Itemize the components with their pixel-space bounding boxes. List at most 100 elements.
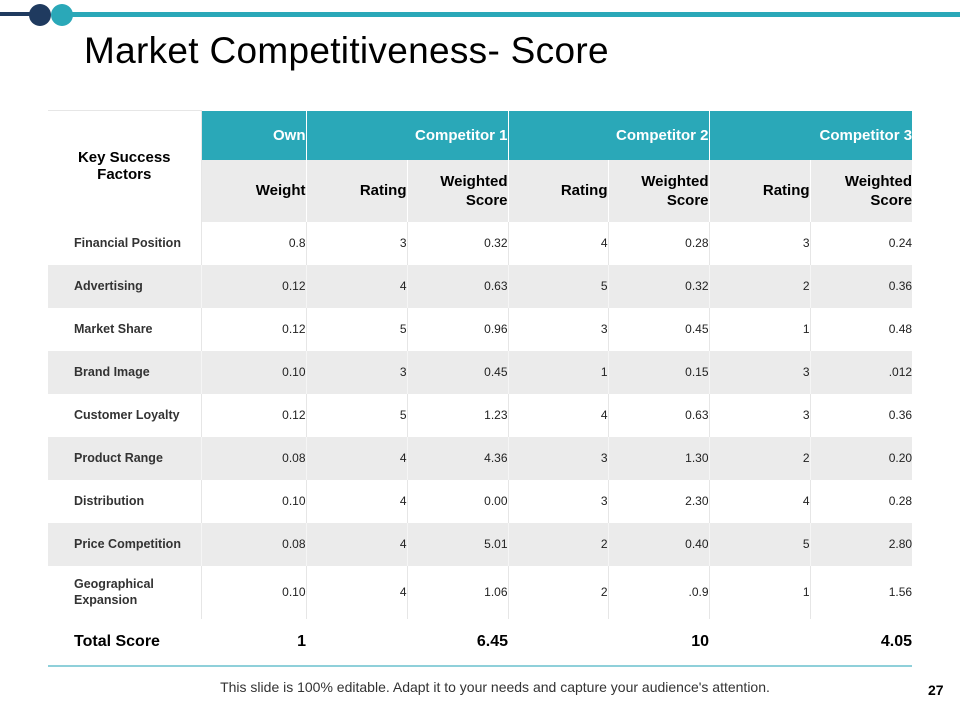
competitor-1-weighted-score: 0.63 — [406, 264, 509, 308]
sub-header-weight: Weight — [200, 159, 306, 222]
competitor-3-weighted-score: 2.80 — [809, 522, 913, 566]
competitor-3-rating: 2 — [708, 436, 811, 480]
group-header-own: Own — [200, 110, 306, 160]
total-score-row: Total Score 1 6.45 10 4.05 — [48, 618, 913, 667]
competitor-2-rating: 3 — [507, 307, 609, 351]
competitor-2-rating: 2 — [507, 522, 609, 566]
own-weight: 0.10 — [200, 479, 306, 523]
accent-line-teal — [60, 12, 960, 17]
competitor-3-rating: 3 — [708, 393, 811, 437]
competitor-1-rating: 3 — [305, 221, 407, 265]
competitor-3-rating: 2 — [708, 264, 811, 308]
slide-title: Market Competitiveness- Score — [84, 30, 609, 71]
competitor-2-rating: 3 — [507, 479, 609, 523]
total-competitor-3-score: 4.05 — [810, 618, 913, 667]
competitor-3-rating: 3 — [708, 350, 811, 394]
sub-header-rating: Rating — [507, 159, 609, 222]
table-row: Market Share 0.12 5 0.96 3 0.45 1 0.48 — [48, 307, 913, 351]
footer-note: This slide is 100% editable. Adapt it to… — [220, 679, 770, 695]
factor-name: Brand Image — [48, 350, 201, 394]
total-competitor-1-score: 6.45 — [407, 618, 509, 667]
competitor-1-rating: 4 — [305, 264, 407, 308]
competitor-2-rating: 3 — [507, 436, 609, 480]
sub-header-row: Weight Rating Weighted Score Rating Weig… — [48, 159, 913, 222]
own-weight: 0.12 — [200, 393, 306, 437]
factor-name: Financial Position — [74, 236, 181, 250]
table-row: Customer Loyalty 0.12 5 1.23 4 0.63 3 0.36 — [48, 393, 913, 437]
competitor-2-weighted-score: 0.15 — [607, 350, 710, 394]
competitor-2-rating: 1 — [507, 350, 609, 394]
factor-name: Product Range — [48, 436, 201, 480]
competitor-1-weighted-score: 0.32 — [406, 221, 509, 265]
competitor-3-rating: 1 — [708, 307, 811, 351]
table-row: Price Competition 0.08 4 5.01 2 0.40 5 2.80 — [48, 522, 913, 566]
competitor-3-rating: 5 — [708, 522, 811, 566]
competitor-2-rating: 5 — [507, 264, 609, 308]
total-weight: 1 — [201, 618, 306, 667]
group-header-row: Key Success Factors Own Competitor 1 Com… — [48, 110, 913, 222]
total-competitor-2-score: 10 — [608, 618, 710, 667]
own-weight: 0.10 — [200, 565, 306, 619]
competitor-3-weighted-score: 0.36 — [809, 393, 913, 437]
own-weight: 0.8 — [200, 221, 306, 265]
factor-name: Market Share — [74, 322, 153, 336]
competitor-2-weighted-score: 2.30 — [607, 479, 710, 523]
sub-header-rating: Rating — [708, 159, 811, 222]
total-cell — [508, 618, 609, 667]
competitor-3-weighted-score: 0.24 — [809, 221, 913, 265]
accent-dot-teal — [51, 4, 73, 26]
competitor-1-weighted-score: 5.01 — [406, 522, 509, 566]
top-accent-bar — [0, 0, 960, 30]
table-row: Product Range 0.08 4 4.36 3 1.30 2 0.20 — [48, 436, 913, 480]
competitor-1-rating: 4 — [305, 479, 407, 523]
competitor-1-weighted-score: 1.23 — [406, 393, 509, 437]
competitor-2-weighted-score: 1.30 — [607, 436, 710, 480]
own-weight: 0.08 — [200, 522, 306, 566]
competitor-3-weighted-score: 0.48 — [809, 307, 913, 351]
competitor-2-weighted-score: 0.45 — [607, 307, 710, 351]
factor-name: Distribution — [74, 494, 145, 508]
competitor-2-rating: 2 — [507, 565, 609, 619]
table-row: Financial Position 0.8 3 0.32 4 0.28 3 0.24 — [48, 221, 913, 265]
competitor-2-weighted-score: 0.32 — [607, 264, 710, 308]
group-header-competitor-3: Competitor 3 — [708, 110, 913, 160]
total-cell — [306, 618, 407, 667]
table-row: Brand Image 0.10 3 0.45 1 0.15 3.012 — [48, 350, 913, 394]
factor-name: Advertising — [48, 264, 201, 308]
sub-header-weighted-score: Weighted Score — [809, 159, 913, 222]
competitor-2-rating: 4 — [507, 393, 609, 437]
competitor-1-weighted-score: 1.06 — [406, 565, 509, 619]
sub-header-weighted-score: Weighted Score — [406, 159, 509, 222]
competitor-1-rating: 3 — [305, 350, 407, 394]
competitor-1-rating: 4 — [305, 565, 407, 619]
group-header-competitor-1: Competitor 1 — [305, 110, 509, 160]
table-row: Advertising 0.12 4 0.63 5 0.32 2 0.36 — [48, 264, 913, 308]
competitor-2-weighted-score: 0.28 — [607, 221, 710, 265]
factor-name: Price Competition — [48, 522, 201, 566]
page-number: 27 — [928, 682, 944, 698]
competitor-3-weighted-score: 0.36 — [809, 264, 913, 308]
factor-name: Geographical Expansion — [74, 577, 154, 607]
own-weight: 0.12 — [200, 264, 306, 308]
competitor-3-weighted-score: .012 — [809, 350, 913, 394]
competitor-1-rating: 5 — [305, 393, 407, 437]
sub-header-rating: Rating — [305, 159, 407, 222]
own-weight: 0.10 — [200, 350, 306, 394]
own-weight: 0.12 — [200, 307, 306, 351]
competitor-1-weighted-score: 0.00 — [406, 479, 509, 523]
total-label: Total Score — [48, 618, 201, 667]
table-row: Geographical Expansion 0.10 4 1.06 2.0.9 1 1.5… — [48, 565, 913, 619]
total-cell — [709, 618, 811, 667]
competitor-1-weighted-score: 0.96 — [406, 307, 509, 351]
competitor-2-weighted-score: 0.40 — [607, 522, 710, 566]
competitor-2-weighted-score: 0.63 — [607, 393, 710, 437]
sub-header-weighted-score: Weighted Score — [607, 159, 710, 222]
competitor-2-weighted-score: .0.9 — [607, 565, 710, 619]
competitiveness-table: Key Success Factors Own Competitor 1 Com… — [48, 110, 913, 667]
competitor-3-weighted-score: 0.28 — [809, 479, 913, 523]
key-success-factors-header: Key Success Factors — [48, 110, 202, 222]
competitor-3-weighted-score: 0.20 — [809, 436, 913, 480]
accent-line-dark — [0, 12, 40, 16]
competitor-1-weighted-score: 0.45 — [406, 350, 509, 394]
competitor-3-rating: 3 — [708, 221, 811, 265]
